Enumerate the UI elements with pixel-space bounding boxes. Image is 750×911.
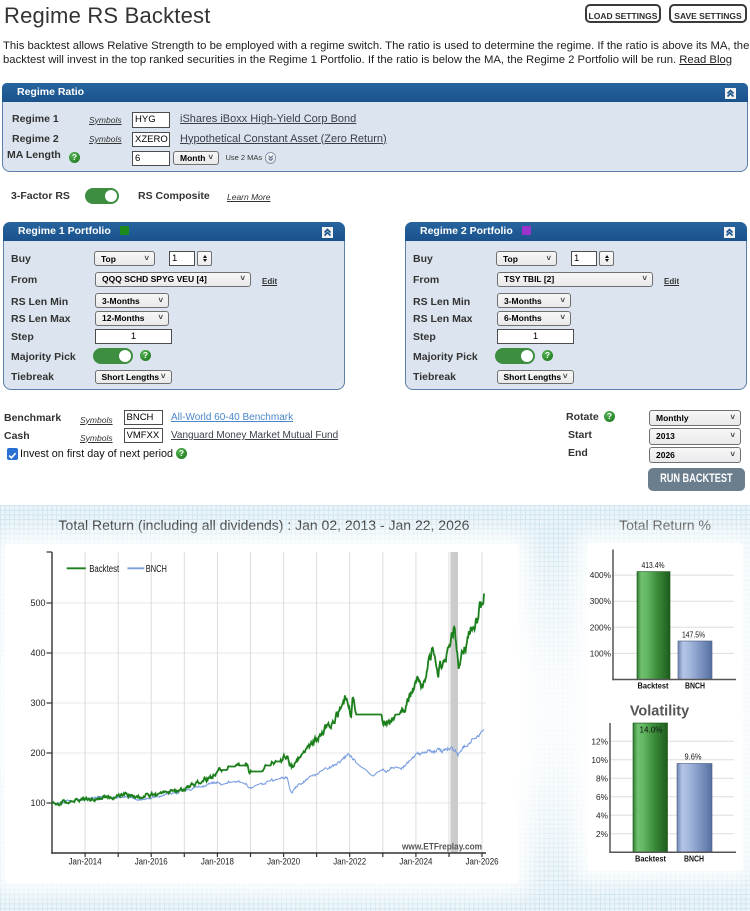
svg-text:14.0%: 14.0%	[640, 725, 664, 735]
svg-text:BNCH: BNCH	[146, 564, 167, 575]
svg-text:200: 200	[30, 748, 45, 758]
svg-text:500: 500	[30, 598, 45, 608]
svg-text:6%: 6%	[596, 792, 609, 802]
svg-text:Jan-2020: Jan-2020	[267, 857, 300, 867]
svg-text:10%: 10%	[591, 755, 608, 765]
svg-text:2%: 2%	[596, 829, 609, 839]
svg-text:9.6%: 9.6%	[685, 752, 703, 762]
svg-text:12%: 12%	[591, 736, 608, 746]
svg-text:Jan-2014: Jan-2014	[69, 857, 102, 867]
svg-text:4%: 4%	[596, 810, 609, 820]
svg-text:147.5%: 147.5%	[682, 630, 706, 640]
svg-text:300%: 300%	[590, 596, 612, 606]
svg-text:www.ETFreplay.com: www.ETFreplay.com	[401, 842, 482, 852]
svg-text:100%: 100%	[590, 648, 612, 658]
svg-text:Jan-2026: Jan-2026	[466, 857, 499, 867]
svg-text:300: 300	[30, 698, 45, 708]
svg-text:BNCH: BNCH	[684, 855, 704, 864]
svg-text:Volatility: Volatility	[630, 704, 689, 720]
svg-text:100: 100	[30, 798, 45, 808]
svg-text:8%: 8%	[596, 773, 609, 783]
svg-text:Jan-2022: Jan-2022	[333, 857, 366, 867]
svg-text:200%: 200%	[590, 622, 612, 632]
svg-text:400%: 400%	[590, 570, 612, 580]
svg-text:BNCH: BNCH	[685, 682, 705, 691]
svg-text:Jan-2016: Jan-2016	[135, 857, 168, 867]
svg-text:Jan-2024: Jan-2024	[399, 857, 432, 867]
svg-text:Jan-2018: Jan-2018	[201, 857, 234, 867]
svg-text:400: 400	[30, 648, 45, 658]
svg-text:Backtest: Backtest	[638, 682, 669, 691]
svg-text:Backtest: Backtest	[89, 564, 119, 575]
svg-text:413.4%: 413.4%	[642, 560, 666, 570]
svg-text:Backtest: Backtest	[635, 855, 666, 864]
